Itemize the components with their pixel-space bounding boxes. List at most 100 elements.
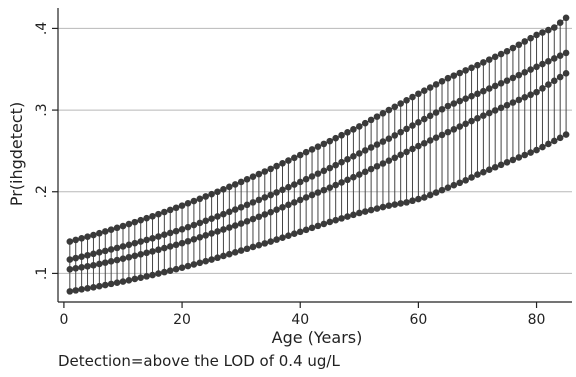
point-s3-19	[172, 265, 180, 273]
point-s2-7	[101, 259, 109, 266]
point-s3-6	[96, 282, 103, 290]
point-s2-73	[491, 107, 499, 114]
point-s3-15	[149, 271, 156, 279]
point-s2-61	[420, 139, 428, 147]
point-s3-11	[125, 276, 133, 284]
point-s1-14	[143, 236, 150, 244]
point-s2-18	[166, 243, 174, 250]
point-s3-16	[155, 270, 162, 277]
point-s0-41	[302, 148, 310, 156]
point-s3-49	[350, 211, 357, 219]
point-s1-37	[279, 186, 286, 194]
point-s2-41	[302, 194, 310, 201]
point-s0-10	[119, 222, 127, 230]
point-s1-55	[385, 135, 393, 142]
point-s1-85	[562, 49, 570, 57]
point-s1-71	[480, 87, 487, 95]
point-s3-45	[326, 218, 334, 226]
point-s2-77	[515, 96, 523, 104]
point-s3-1	[66, 288, 74, 295]
point-s1-83	[550, 55, 558, 62]
point-s0-47	[338, 131, 345, 139]
point-s2-58	[403, 148, 410, 156]
point-s3-59	[409, 197, 416, 205]
point-s1-49	[350, 153, 357, 160]
point-s3-14	[143, 273, 150, 280]
point-s0-83	[550, 24, 558, 31]
point-s3-46	[332, 216, 339, 224]
point-s3-7	[101, 281, 109, 289]
point-s0-58	[403, 96, 410, 104]
point-s0-42	[308, 146, 316, 153]
point-s2-78	[521, 94, 529, 101]
point-s2-10	[119, 255, 127, 263]
point-s2-23	[196, 234, 204, 241]
point-s3-37	[279, 234, 286, 241]
point-s2-11	[125, 253, 133, 261]
point-s0-9	[113, 224, 121, 232]
point-s2-65	[444, 128, 452, 136]
point-s2-14	[143, 249, 150, 257]
point-s2-67	[456, 123, 464, 130]
point-s3-23	[196, 259, 204, 267]
point-s0-34	[261, 168, 269, 175]
point-s2-60	[415, 142, 422, 150]
point-s0-71	[480, 59, 487, 66]
point-s1-8	[107, 246, 115, 253]
point-s3-22	[190, 261, 198, 268]
point-s3-55	[385, 202, 393, 209]
point-s2-49	[350, 173, 357, 181]
point-s1-62	[426, 112, 434, 120]
point-s2-59	[409, 145, 416, 153]
point-s1-46	[332, 161, 339, 169]
point-s0-17	[161, 208, 168, 216]
point-s2-54	[379, 160, 387, 167]
point-s3-33	[255, 241, 263, 249]
point-s2-36	[273, 206, 280, 214]
point-s1-66	[450, 100, 458, 107]
point-s0-76	[509, 44, 517, 52]
point-s0-79	[527, 34, 534, 42]
point-s3-17	[161, 268, 168, 276]
point-s2-50	[356, 171, 363, 178]
point-s0-48	[344, 128, 351, 136]
point-s1-26	[214, 213, 221, 220]
point-s2-12	[131, 252, 139, 260]
point-s1-78	[521, 69, 529, 76]
point-s0-3	[78, 235, 85, 242]
point-s3-70	[474, 171, 481, 178]
point-s0-50	[356, 123, 363, 130]
point-s3-83	[550, 137, 558, 145]
point-s0-32	[249, 173, 257, 181]
point-s1-70	[474, 90, 481, 98]
point-s3-77	[515, 154, 523, 161]
point-s2-29	[231, 222, 239, 229]
point-s1-51	[361, 147, 369, 154]
point-s0-16	[155, 210, 162, 218]
point-s2-43	[314, 189, 322, 196]
point-s1-36	[273, 189, 280, 196]
point-s3-65	[444, 184, 452, 191]
point-s3-63	[432, 189, 440, 196]
point-s2-84	[556, 73, 564, 81]
point-s0-46	[332, 134, 339, 142]
point-s2-48	[344, 176, 351, 184]
point-s0-60	[415, 90, 422, 98]
point-s3-60	[415, 195, 422, 203]
point-s1-6	[96, 249, 103, 256]
point-s3-27	[220, 252, 227, 260]
point-s1-81	[539, 60, 546, 68]
point-s3-44	[320, 220, 328, 228]
y-tick-label-3: .4	[34, 22, 50, 35]
point-s0-78	[521, 38, 529, 45]
point-s1-77	[515, 71, 523, 79]
point-s1-64	[438, 105, 446, 113]
point-s3-53	[373, 205, 381, 212]
point-s1-22	[190, 221, 198, 229]
point-s1-42	[308, 173, 316, 180]
point-s2-40	[296, 196, 304, 204]
point-s3-76	[509, 156, 517, 164]
point-s0-84	[556, 19, 564, 27]
point-s2-75	[503, 101, 511, 109]
point-s1-80	[533, 63, 540, 71]
